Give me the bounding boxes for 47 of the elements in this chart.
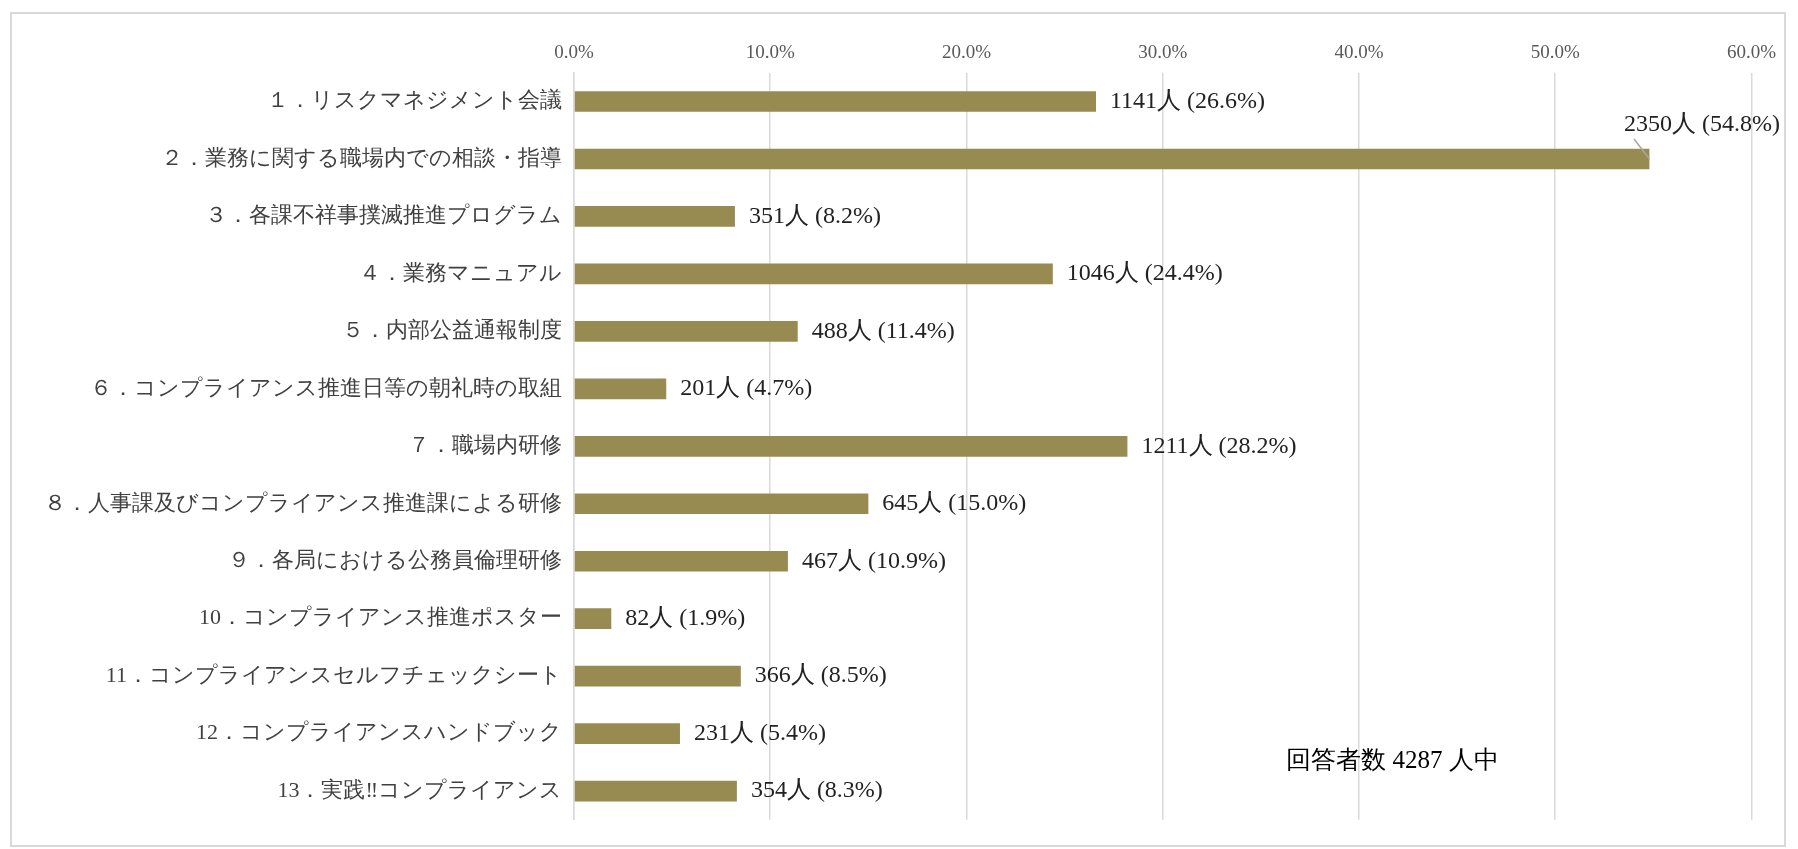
y-tick-label: 13．実践‼コンプライアンス [277,776,562,802]
data-label: 1141人 (26.6%) [1110,86,1266,113]
data-label: 366人 (8.5%) [754,661,887,688]
bar [574,263,1053,285]
y-tick-label: 12．コンプライアンスハンドブック [196,719,562,745]
data-label: 1046人 (24.4%) [1066,259,1223,286]
bar [574,321,798,342]
bar [574,91,1097,112]
y-tick-label: 10．コンプライアンス推進ポスター [199,604,562,630]
bar [574,148,1650,170]
bar [574,780,737,802]
bar [574,723,680,744]
x-tick-label: 40.0% [1334,41,1384,63]
bar [574,493,869,515]
data-label: 82人 (1.9%) [625,603,746,630]
y-tick-label: ８．人事課及びコンプライアンス推進課による研修 [44,489,562,515]
data-label: 351人 (8.2%) [748,201,881,228]
bar [574,665,741,687]
data-label: 2350人 (54.8%) [1624,110,1781,137]
data-label: 488人 (11.4%) [811,316,955,343]
data-label: 1211人 (28.2%) [1141,431,1297,458]
y-tick-label: ７．職場内研修 [408,432,562,458]
bar [574,608,612,630]
y-tick-label: ４．業務マニュアル [359,259,562,285]
data-label: 645人 (15.0%) [882,489,1027,516]
y-tick-label: ３．各課不祥事撲滅推進プログラム [205,202,562,228]
y-tick-label: ９．各局における公務員倫理研修 [228,547,562,572]
x-tick-label: 30.0% [1138,41,1188,63]
bar [574,206,735,227]
x-tick-label: 50.0% [1530,41,1580,63]
y-tick-label: ２．業務に関する職場内での相談・指導 [161,144,562,170]
y-tick-label: ５．内部公益通報制度 [342,317,562,343]
bar [574,378,667,400]
data-label: 231人 (5.4%) [693,718,826,745]
data-label: 201人 (4.7%) [680,374,813,401]
y-tick-label: ６．コンプライアンス推進日等の朝礼時の取組 [90,374,562,400]
y-tick-label: 11．コンプライアンスセルフチェックシート [105,661,562,687]
annotation: 回答者数 4287 人中 [1286,746,1499,774]
x-tick-label: 0.0% [554,41,594,63]
bar [574,550,788,572]
data-label: 467人 (10.9%) [801,546,946,573]
y-tick-label: １．リスクマネジメント会議 [267,87,562,113]
data-label: 354人 (8.3%) [750,776,883,803]
x-tick-label: 60.0% [1726,41,1777,63]
x-tick-label: 10.0% [745,41,795,63]
x-tick-label: 20.0% [941,41,992,63]
bar [574,435,1128,457]
